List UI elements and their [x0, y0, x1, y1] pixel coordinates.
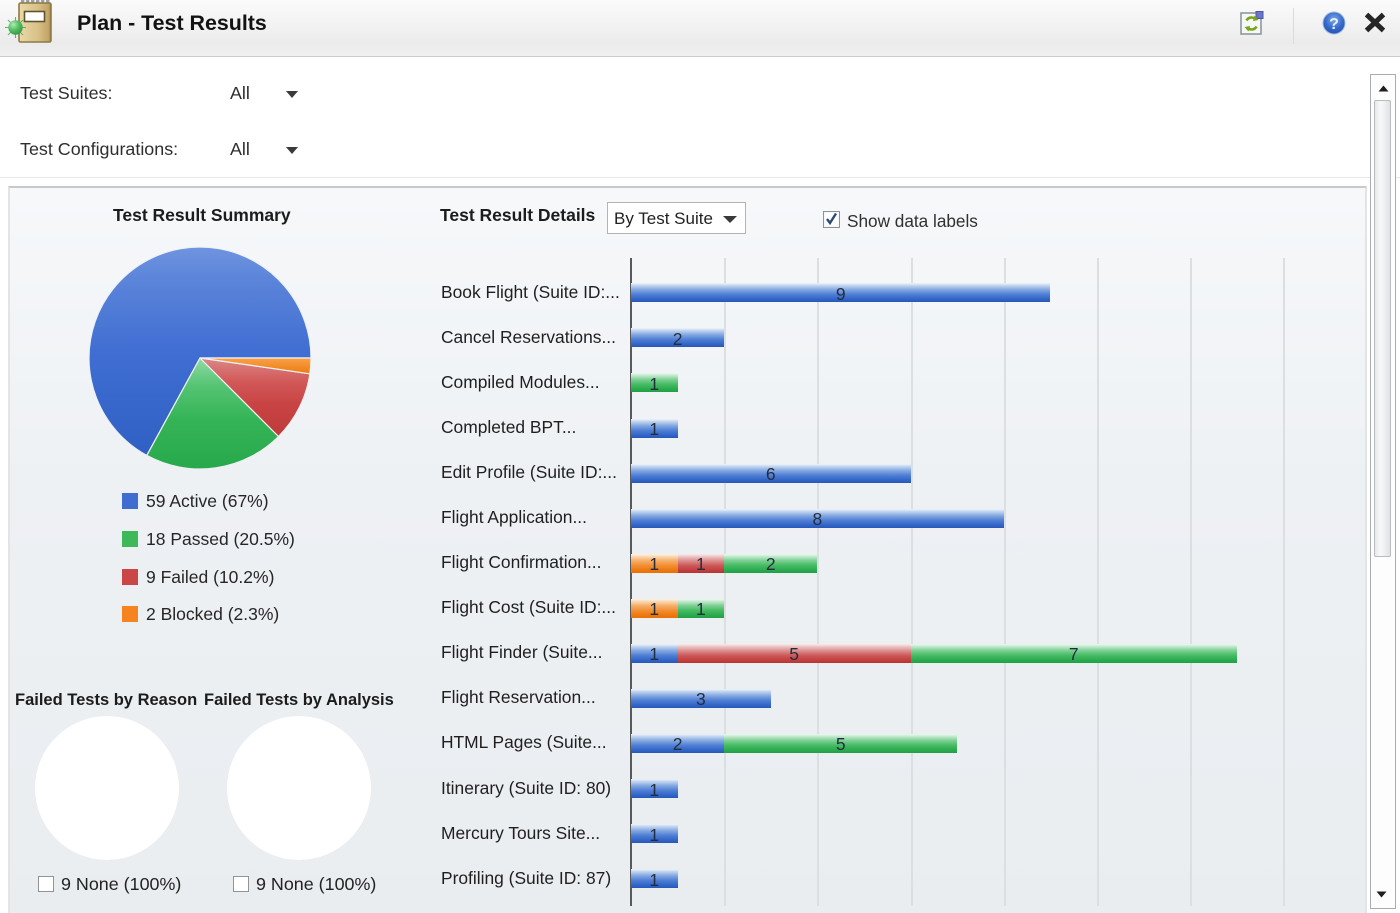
- svg-text:?: ?: [1329, 16, 1339, 33]
